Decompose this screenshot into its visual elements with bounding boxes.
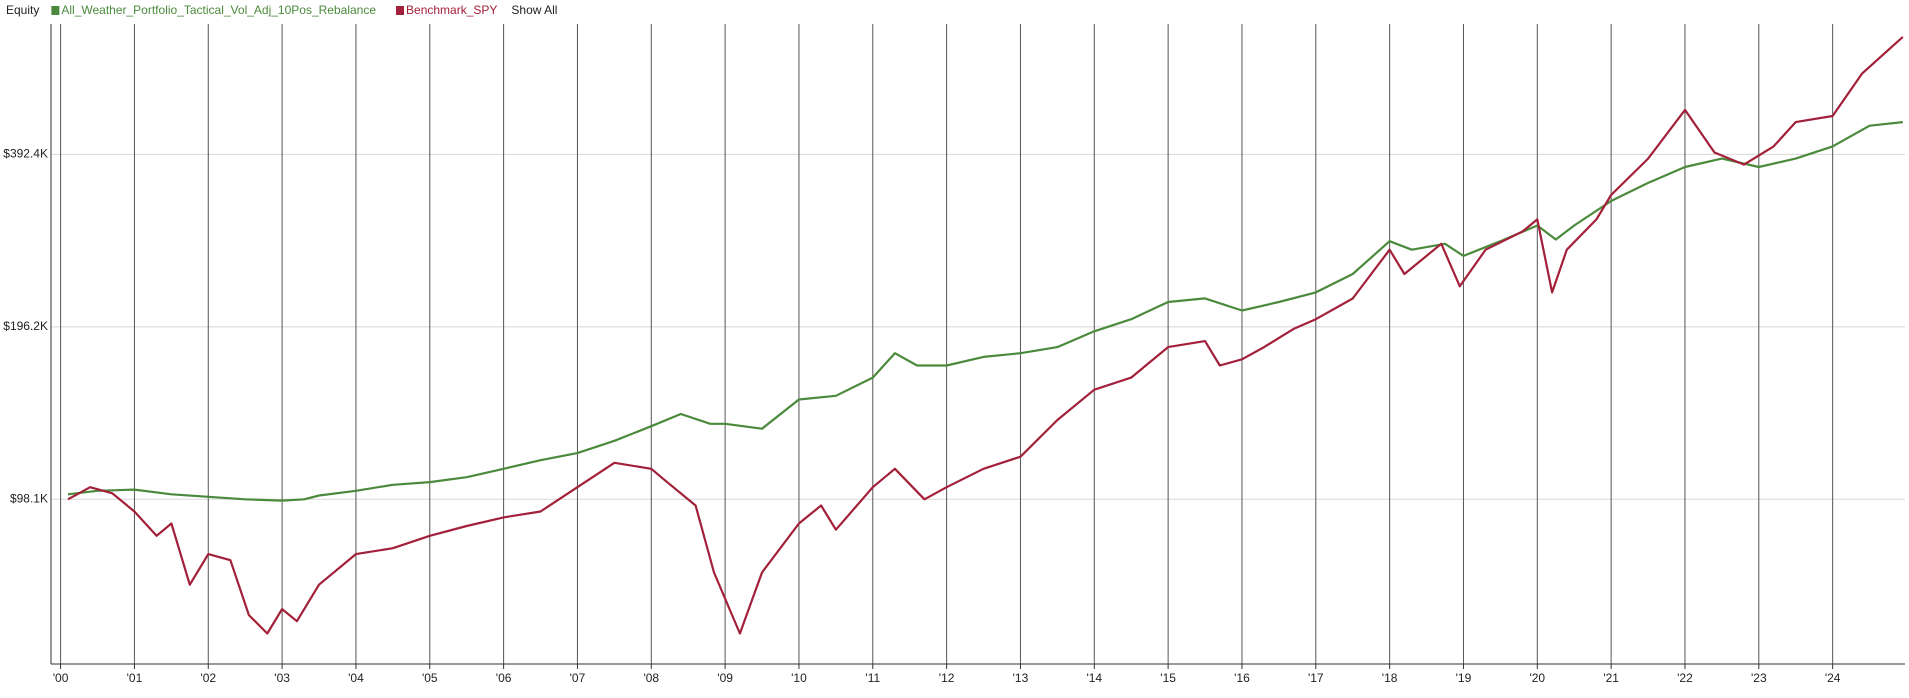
x-tick-label: '04 <box>348 671 364 685</box>
legend-swatch[interactable] <box>51 6 60 15</box>
x-tick-label: '00 <box>53 671 69 685</box>
x-tick-label: '18 <box>1382 671 1398 685</box>
y-tick-label: $196.2K <box>3 319 48 333</box>
x-tick-label: '05 <box>422 671 438 685</box>
y-tick-label: $392.4K <box>3 147 48 161</box>
x-tick-label: '02 <box>200 671 216 685</box>
x-tick-label: '20 <box>1529 671 1545 685</box>
legend-swatch[interactable] <box>396 6 405 15</box>
x-tick-label: '12 <box>939 671 955 685</box>
x-tick-label: '24 <box>1825 671 1841 685</box>
x-tick-label: '08 <box>643 671 659 685</box>
x-tick-label: '07 <box>570 671 586 685</box>
x-tick-label: '14 <box>1086 671 1102 685</box>
x-tick-label: '16 <box>1234 671 1250 685</box>
x-tick-label: '19 <box>1456 671 1472 685</box>
x-tick-label: '23 <box>1751 671 1767 685</box>
x-tick-label: '09 <box>717 671 733 685</box>
legend-item[interactable]: All_Weather_Portfolio_Tactical_Vol_Adj_1… <box>61 3 376 17</box>
series-line <box>67 121 1903 502</box>
x-tick-label: '17 <box>1308 671 1324 685</box>
x-tick-label: '13 <box>1013 671 1029 685</box>
x-tick-label: '15 <box>1160 671 1176 685</box>
x-tick-label: '11 <box>865 671 880 685</box>
x-tick-label: '06 <box>496 671 512 685</box>
x-tick-label: '10 <box>791 671 807 685</box>
x-tick-label: '22 <box>1677 671 1693 685</box>
series-line <box>67 36 1904 635</box>
x-tick-label: '01 <box>127 671 143 685</box>
x-tick-label: '03 <box>274 671 290 685</box>
x-tick-label: '21 <box>1603 671 1619 685</box>
legend-title: Equity <box>6 3 39 17</box>
y-tick-label: $98.1K <box>10 491 48 505</box>
show-all-button[interactable]: Show All <box>511 3 557 17</box>
legend-item[interactable]: Benchmark_SPY <box>406 3 497 17</box>
